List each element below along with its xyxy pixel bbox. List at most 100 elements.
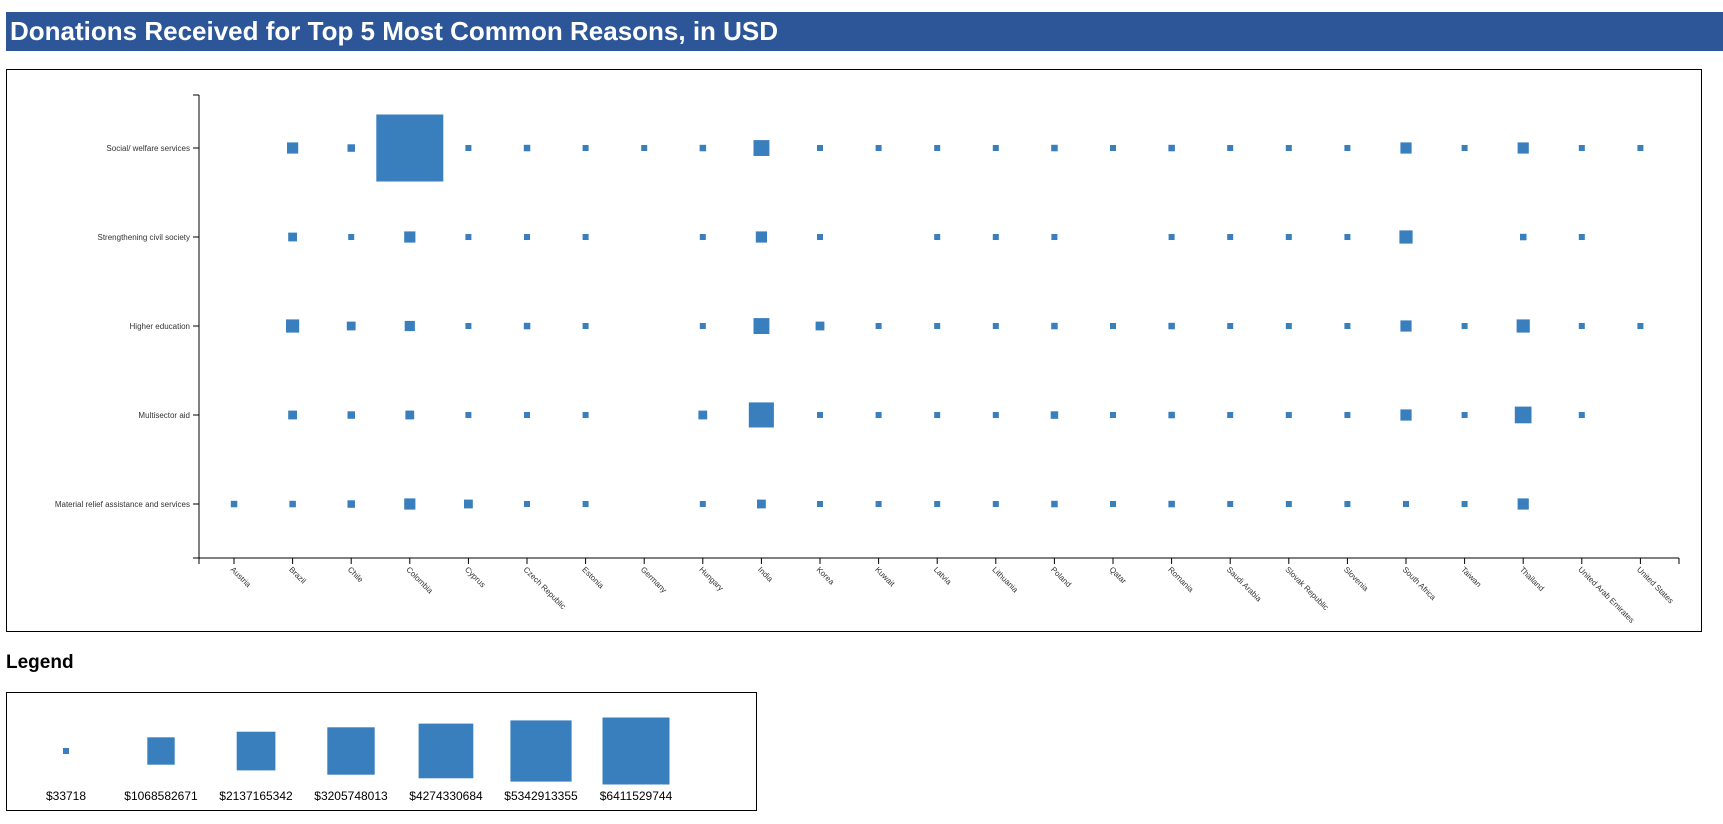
marker-lithuania-material-relief-assistance-and-services [992, 501, 999, 507]
x-tick-label-slovenia: Slovenia [1342, 565, 1370, 593]
marker-chile-social-welfare-services [347, 144, 355, 152]
marker-chile-strengthening-civil-society [348, 234, 355, 240]
x-tick-label-slovak-republic: Slovak Republic [1283, 565, 1330, 612]
x-tick-label-saudi-arabia: Saudi Arabia [1225, 565, 1264, 604]
marker-saudi-arabia-social-welfare-services [1227, 145, 1234, 151]
marker-chile-higher-education [346, 321, 356, 331]
marker-thailand-multisector-aid [1514, 406, 1532, 424]
x-tick-label-latvia: Latvia [932, 565, 954, 587]
marker-poland-social-welfare-services [1051, 144, 1058, 152]
x-tick-label-india: India [756, 565, 775, 584]
marker-kuwait-social-welfare-services [875, 145, 882, 151]
marker-romania-material-relief-assistance-and-services [1168, 500, 1175, 508]
marker-saudi-arabia-multisector-aid [1227, 412, 1234, 418]
marker-hungary-social-welfare-services [699, 144, 707, 152]
marker-south-africa-multisector-aid [1400, 409, 1412, 421]
marker-chile-multisector-aid [347, 411, 355, 419]
marker-estonia-social-welfare-services [582, 145, 589, 151]
marker-south-africa-higher-education [1400, 320, 1412, 332]
marker-colombia-social-welfare-services [376, 114, 444, 182]
marker-south-africa-strengthening-civil-society [1399, 230, 1413, 244]
y-tick-label-material-relief-assistance-and-services: Material relief assistance and services [55, 500, 190, 509]
marker-slovak-republic-material-relief-assistance-and-services [1285, 501, 1292, 507]
marker-india-strengthening-civil-society [755, 231, 767, 243]
marker-india-material-relief-assistance-and-services [757, 499, 766, 509]
marker-united-arab-emirates-strengthening-civil-society [1578, 234, 1585, 240]
marker-cyprus-material-relief-assistance-and-services [464, 499, 473, 509]
marker-romania-social-welfare-services [1168, 144, 1175, 152]
marker-estonia-multisector-aid [582, 412, 589, 418]
marker-estonia-material-relief-assistance-and-services [582, 501, 589, 507]
marker-united-arab-emirates-multisector-aid [1578, 412, 1585, 418]
legend-swatch-4 [327, 727, 375, 775]
marker-slovak-republic-social-welfare-services [1285, 145, 1292, 151]
marker-united-states-social-welfare-services [1637, 145, 1644, 151]
marker-slovak-republic-higher-education [1285, 323, 1292, 329]
marker-brazil-material-relief-assistance-and-services [289, 500, 296, 508]
legend-label-4: $3205748013 [314, 789, 388, 803]
y-tick-label-multisector-aid: Multisector aid [138, 411, 190, 420]
marker-estonia-higher-education [582, 323, 589, 329]
marker-slovenia-social-welfare-services [1344, 145, 1351, 151]
marker-colombia-multisector-aid [405, 410, 415, 420]
legend-label-7: $6411529744 [600, 789, 673, 803]
marker-south-africa-social-welfare-services [1400, 142, 1412, 154]
marker-czech-republic-multisector-aid [524, 412, 530, 418]
marker-cyprus-social-welfare-services [465, 145, 472, 151]
legend-label-6: $5342913355 [504, 789, 578, 803]
x-tick-label-cyprus: Cyprus [463, 565, 487, 589]
x-tick-label-romania: Romania [1166, 565, 1195, 594]
marker-qatar-material-relief-assistance-and-services [1110, 501, 1116, 507]
marker-brazil-social-welfare-services [287, 142, 299, 154]
marker-thailand-social-welfare-services [1517, 142, 1529, 154]
x-tick-label-brazil: Brazil [287, 565, 308, 586]
x-tick-label-united-arab-emirates: United Arab Emirates [1576, 565, 1636, 625]
marker-korea-higher-education [815, 321, 825, 331]
marker-latvia-social-welfare-services [934, 145, 941, 151]
x-tick-label-kuwait: Kuwait [873, 565, 897, 589]
x-tick-label-estonia: Estonia [580, 565, 606, 591]
marker-romania-multisector-aid [1168, 411, 1175, 419]
marker-colombia-material-relief-assistance-and-services [404, 498, 416, 510]
legend-swatch-5 [418, 723, 474, 779]
marker-qatar-higher-education [1110, 323, 1116, 329]
marker-latvia-higher-education [934, 323, 941, 329]
marker-saudi-arabia-strengthening-civil-society [1227, 234, 1234, 240]
marker-thailand-material-relief-assistance-and-services [1517, 498, 1529, 510]
data-markers [230, 114, 1644, 510]
legend-swatch-1 [63, 748, 69, 754]
x-tick-label-poland: Poland [1049, 565, 1073, 589]
marker-india-higher-education [753, 318, 770, 334]
marker-poland-higher-education [1051, 322, 1058, 330]
x-tick-label-colombia: Colombia [404, 565, 435, 596]
legend-swatches: $33718 $1068582671 $2137165342 $3205748013 $… [46, 717, 673, 803]
y-tick-label-strengthening-civil-society: Strengthening civil society [98, 233, 191, 242]
marker-united-arab-emirates-social-welfare-services [1578, 145, 1585, 151]
legend-swatch-2 [147, 737, 175, 765]
marker-germany-social-welfare-services [641, 145, 648, 151]
page-title: Donations Received for Top 5 Most Common… [6, 12, 1723, 51]
marker-kuwait-material-relief-assistance-and-services [875, 501, 882, 507]
marker-korea-social-welfare-services [817, 145, 823, 151]
marker-saudi-arabia-material-relief-assistance-and-services [1227, 501, 1234, 507]
marker-saudi-arabia-higher-education [1227, 323, 1234, 329]
marker-brazil-strengthening-civil-society [288, 232, 297, 242]
marker-latvia-strengthening-civil-society [934, 234, 941, 240]
marker-korea-material-relief-assistance-and-services [817, 501, 823, 507]
marker-lithuania-multisector-aid [992, 412, 999, 418]
bubble-matrix-chart: Social/ welfare services Strengthening ci… [55, 94, 1680, 625]
x-tick-label-south-africa: South Africa [1401, 565, 1438, 602]
chart-panel: Social/ welfare services Strengthening ci… [6, 69, 1702, 632]
legend-swatch-7 [602, 717, 670, 785]
marker-cyprus-strengthening-civil-society [465, 234, 472, 240]
marker-hungary-multisector-aid [698, 410, 708, 420]
x-tick-label-united-states: United States [1635, 565, 1675, 605]
marker-czech-republic-social-welfare-services [523, 144, 531, 152]
legend-title: Legend [6, 652, 74, 673]
marker-south-africa-material-relief-assistance-and-services [1403, 501, 1409, 507]
marker-austria-material-relief-assistance-and-services [230, 500, 238, 508]
x-tick-label-czech-republic: Czech Republic [522, 565, 568, 611]
marker-hungary-higher-education [699, 323, 706, 329]
marker-slovenia-strengthening-civil-society [1344, 234, 1351, 240]
y-tick-label-social-welfare-services: Social/ welfare services [106, 144, 190, 153]
